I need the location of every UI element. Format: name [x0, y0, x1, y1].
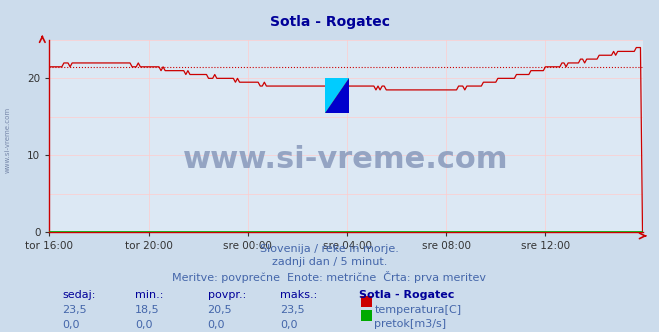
Text: maks.:: maks.:	[280, 290, 318, 300]
Text: sedaj:: sedaj:	[63, 290, 96, 300]
Text: 0,0: 0,0	[135, 320, 153, 330]
Text: Meritve: povprečne  Enote: metrične  Črta: prva meritev: Meritve: povprečne Enote: metrične Črta:…	[173, 271, 486, 283]
Text: 23,5: 23,5	[63, 305, 87, 315]
Text: min.:: min.:	[135, 290, 163, 300]
Text: 0,0: 0,0	[208, 320, 225, 330]
Text: www.si-vreme.com: www.si-vreme.com	[5, 106, 11, 173]
Text: www.si-vreme.com: www.si-vreme.com	[183, 145, 509, 174]
Text: 20,5: 20,5	[208, 305, 232, 315]
Text: 0,0: 0,0	[280, 320, 298, 330]
Text: temperatura[C]: temperatura[C]	[374, 305, 461, 315]
Text: Slovenija / reke in morje.: Slovenija / reke in morje.	[260, 244, 399, 254]
Text: pretok[m3/s]: pretok[m3/s]	[374, 319, 446, 329]
Text: povpr.:: povpr.:	[208, 290, 246, 300]
Text: 23,5: 23,5	[280, 305, 304, 315]
Text: 18,5: 18,5	[135, 305, 159, 315]
Polygon shape	[326, 78, 349, 113]
Text: Sotla - Rogatec: Sotla - Rogatec	[270, 15, 389, 29]
Text: Sotla - Rogatec: Sotla - Rogatec	[359, 290, 455, 300]
Text: zadnji dan / 5 minut.: zadnji dan / 5 minut.	[272, 257, 387, 267]
Polygon shape	[326, 78, 349, 113]
Text: 0,0: 0,0	[63, 320, 80, 330]
